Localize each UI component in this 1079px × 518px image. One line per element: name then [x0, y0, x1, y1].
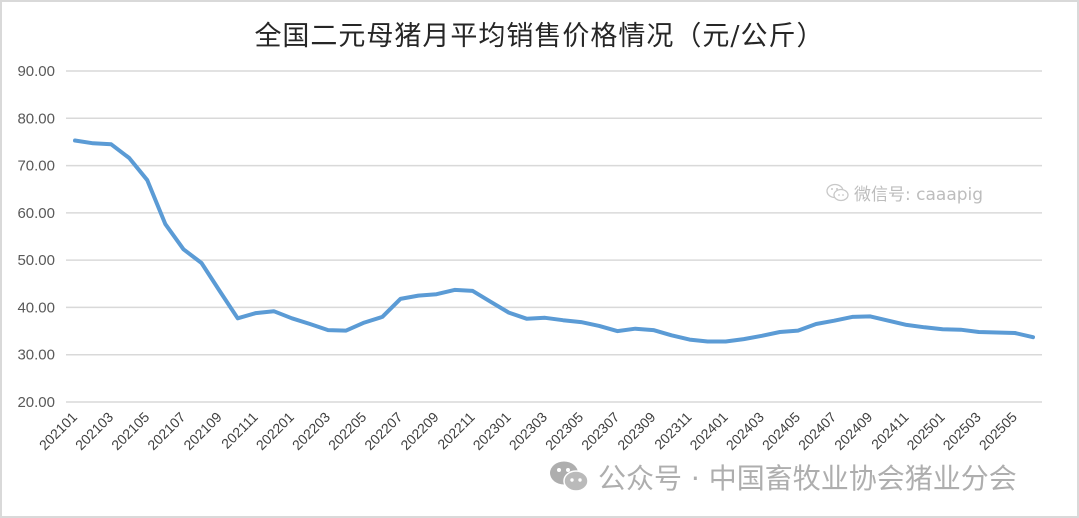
x-tick-label: 202211 [434, 409, 478, 453]
x-tick-label: 202111 [218, 409, 261, 452]
y-tick-label: 30.00 [17, 347, 55, 364]
x-tick-label: 202203 [289, 409, 333, 453]
y-tick-label: 60.00 [17, 205, 55, 222]
y-tick-label: 70.00 [17, 158, 55, 175]
y-tick-label: 50.00 [17, 252, 55, 269]
x-tick-label: 202503 [940, 409, 984, 453]
y-tick-label: 40.00 [17, 299, 55, 316]
gridlines [66, 70, 1042, 403]
x-tick-label: 202403 [723, 409, 767, 453]
x-tick-label: 202309 [614, 409, 658, 453]
x-tick-label: 202401 [686, 409, 730, 453]
x-tick-label: 202411 [868, 409, 912, 453]
x-tick-label: 202201 [253, 409, 297, 453]
y-tick-label: 80.00 [17, 110, 55, 127]
x-tick-label: 202409 [831, 409, 875, 453]
x-tick-label: 202109 [180, 409, 224, 453]
wechat-id-text: 微信号: caaapig [854, 185, 984, 205]
official-account-text: 公众号 · 中国畜牧业协会猪业分会 [598, 462, 1017, 495]
x-tick-label: 202207 [361, 409, 405, 453]
y-tick-label: 90.00 [17, 63, 55, 80]
x-tick-label: 202301 [470, 409, 514, 453]
chart-title: 全国二元母猪月平均销售价格情况（元/公斤） [254, 21, 825, 52]
x-tick-label: 202311 [651, 409, 695, 453]
x-tick-label: 202407 [795, 409, 839, 453]
x-tick-label: 202209 [397, 409, 441, 453]
x-tick-label: 202405 [759, 409, 803, 453]
x-axis-labels: 2021012021032021052021072021092021112022… [36, 409, 1020, 453]
x-tick-label: 202105 [108, 409, 152, 453]
x-tick-label: 202505 [976, 409, 1020, 453]
y-tick-label: 20.00 [17, 394, 55, 411]
y-axis-labels: 20.00 30.00 40.00 50.00 60.00 70.00 80.00 90.00 [17, 63, 55, 411]
x-tick-label: 202101 [36, 409, 80, 453]
x-tick-label: 202103 [72, 409, 116, 453]
x-tick-label: 202303 [506, 409, 550, 453]
x-tick-label: 202107 [144, 409, 188, 453]
x-tick-label: 202205 [325, 409, 369, 453]
x-tick-label: 202307 [578, 409, 622, 453]
wechat-icon [550, 461, 589, 492]
wechat-icon [826, 183, 849, 201]
official-account-watermark: 公众号 · 中国畜牧业协会猪业分会 [548, 457, 1017, 497]
x-tick-label: 202305 [542, 409, 586, 453]
x-tick-label: 202501 [903, 409, 947, 453]
wechat-id-watermark: 微信号: caaapig [826, 180, 983, 205]
price-series-line [73, 138, 1035, 344]
